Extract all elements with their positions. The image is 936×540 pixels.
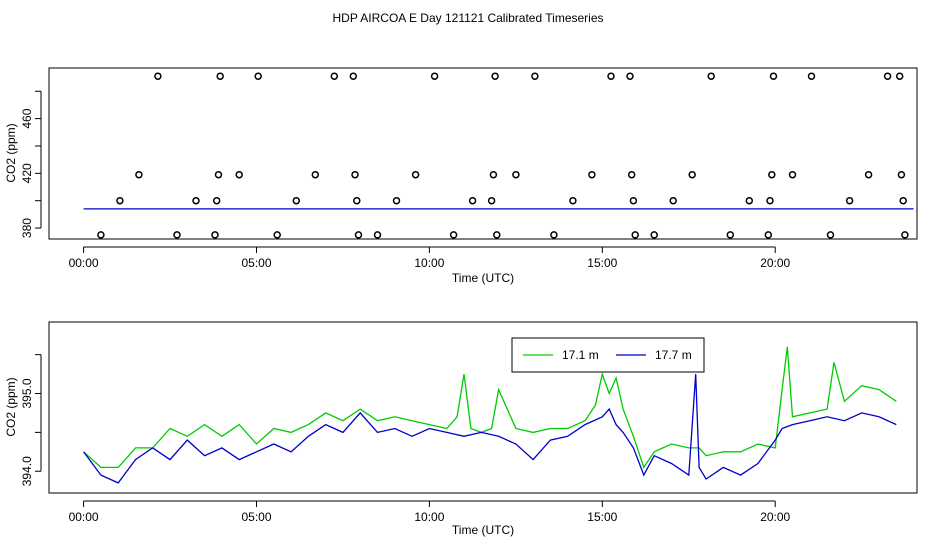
calibration-point xyxy=(254,72,262,80)
y-tick-label: 420 xyxy=(20,163,34,183)
x-tick-label: 15:00 xyxy=(587,256,617,270)
calibration-point xyxy=(235,170,243,179)
calibration-point xyxy=(768,170,776,179)
series-line-bottom-1 xyxy=(83,346,897,469)
calibration-point xyxy=(212,196,221,205)
calibration-point xyxy=(211,231,219,239)
x-axis-label-top: Time (UTC) xyxy=(452,271,514,285)
y-axis-bottom: 394.0 395.0 xyxy=(20,354,42,486)
co2-timeseries-panel-bottom: 00:00 05:00 10:00 15:00 20:00 394.0 395.0 Tim… xyxy=(4,321,918,537)
y-axis-top: 380 420 460 xyxy=(20,90,42,238)
x-tick-label: 05:00 xyxy=(241,510,271,524)
calibration-point xyxy=(116,196,124,205)
calibration-point xyxy=(864,170,873,179)
calibration-point xyxy=(650,231,658,239)
calibration-point xyxy=(487,196,496,205)
calibration-point xyxy=(135,170,143,179)
y-tick-label: 394.0 xyxy=(20,456,34,486)
calibration-point xyxy=(491,72,499,80)
calibration-point xyxy=(826,231,835,239)
calibration-point xyxy=(766,196,774,205)
calibration-point xyxy=(669,196,677,205)
calibration-point xyxy=(97,231,105,239)
calibration-point xyxy=(895,72,904,80)
y-tick-label: 395.0 xyxy=(20,378,34,408)
calibration-point xyxy=(349,72,358,80)
calibration-point xyxy=(351,170,359,179)
series-line-bottom-2 xyxy=(83,374,897,484)
y-tick-label: 380 xyxy=(20,218,34,238)
calibration-point xyxy=(292,196,301,205)
calibration-point xyxy=(392,196,401,205)
plot-area-bottom xyxy=(83,346,897,484)
calibration-point xyxy=(512,170,520,179)
calibration-point xyxy=(411,170,420,179)
calibration-point xyxy=(550,231,558,239)
calibration-point xyxy=(745,196,754,205)
calibration-point xyxy=(214,170,223,179)
y-axis-label-top: CO2 (ppm) xyxy=(4,123,18,182)
plot-area-top xyxy=(83,72,914,239)
plot-frame-bottom xyxy=(48,321,918,494)
legend-label-17-1m: 17.1 m xyxy=(562,348,599,362)
calibration-point xyxy=(531,72,539,80)
x-tick-label: 00:00 xyxy=(69,510,99,524)
legend-label-17-7m: 17.7 m xyxy=(655,348,692,362)
calibration-point xyxy=(707,72,715,80)
calibrated-timeseries-panel-top: 00:00 05:00 10:00 15:00 20:00 380 420 460 Time… xyxy=(4,67,918,285)
calibration-point xyxy=(489,170,498,179)
calibration-point xyxy=(173,231,181,239)
calibration-point xyxy=(688,170,696,179)
calibration-point xyxy=(607,72,615,80)
calibration-point xyxy=(588,170,596,179)
calibration-point xyxy=(330,72,339,80)
calibration-point xyxy=(629,196,638,205)
calibration-point xyxy=(788,170,797,179)
x-tick-label: 10:00 xyxy=(414,510,444,524)
calibration-point xyxy=(631,231,639,239)
calibration-point xyxy=(883,72,892,80)
calibration-point xyxy=(807,72,816,80)
x-axis-top: 00:00 05:00 10:00 15:00 20:00 xyxy=(69,246,791,270)
calibration-point xyxy=(373,231,382,239)
x-tick-label: 20:00 xyxy=(760,256,790,270)
calibration-point xyxy=(726,231,735,239)
calibration-point xyxy=(569,196,577,205)
calibration-point xyxy=(430,72,439,80)
figure-title: HDP AIRCOA E Day 121121 Calibrated Times… xyxy=(332,11,603,25)
calibration-point xyxy=(354,231,363,239)
calibration-point xyxy=(216,72,224,80)
calibration-point xyxy=(449,231,458,239)
calibration-point xyxy=(897,170,906,179)
calibration-point xyxy=(845,196,854,205)
legend-box xyxy=(511,337,705,373)
calibration-point xyxy=(901,231,909,239)
calibration-point xyxy=(627,170,636,179)
x-tick-label: 15:00 xyxy=(587,510,617,524)
x-axis-label-bottom: Time (UTC) xyxy=(452,523,514,537)
calibration-point xyxy=(192,196,200,205)
calibration-point xyxy=(273,231,281,239)
calibration-point xyxy=(311,170,320,179)
calibration-point xyxy=(468,196,477,205)
x-axis-bottom: 00:00 05:00 10:00 15:00 20:00 xyxy=(69,500,791,524)
calibration-point xyxy=(769,72,778,80)
x-tick-label: 20:00 xyxy=(760,510,790,524)
calibration-point xyxy=(626,72,634,80)
calibration-point xyxy=(154,72,162,80)
y-axis-label-bottom: CO2 (ppm) xyxy=(4,377,18,436)
calibration-point xyxy=(899,196,907,205)
x-tick-label: 10:00 xyxy=(414,256,444,270)
calibration-point xyxy=(764,231,773,239)
calibration-point xyxy=(493,231,501,239)
legend: 17.1 m 17.7 m xyxy=(511,337,705,373)
x-tick-label: 00:00 xyxy=(69,256,99,270)
x-tick-label: 05:00 xyxy=(241,256,271,270)
y-tick-label: 460 xyxy=(20,108,34,128)
plot-frame-top xyxy=(48,67,918,240)
calibration-point xyxy=(353,196,361,205)
